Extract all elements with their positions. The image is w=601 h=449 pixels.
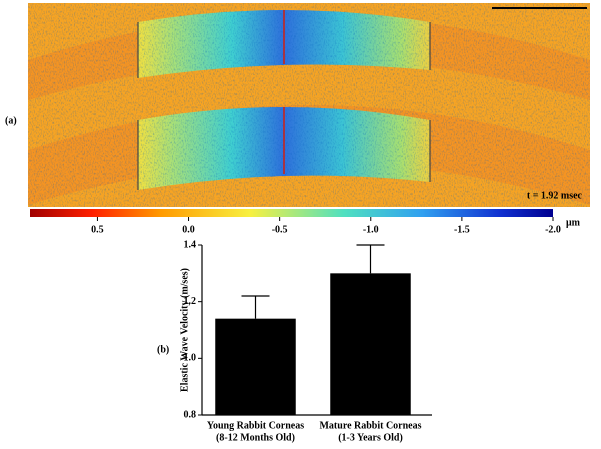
colorbar-unit: μm: [566, 217, 581, 228]
bar: [215, 318, 296, 415]
colorbar-tick-label: -1.0: [363, 224, 379, 235]
x-tick-label: Mature Rabbit Corneas: [319, 420, 421, 431]
y-tick-label: 1.2: [184, 296, 197, 307]
image-panel: [28, 3, 590, 207]
time-annotation: t = 1.92 msec: [527, 190, 583, 201]
colorbar: [30, 209, 553, 217]
colorbar-tick-label: -1.5: [454, 224, 470, 235]
colorbar-tick-label: -0.5: [272, 224, 288, 235]
y-tick-label: 0.8: [184, 409, 197, 420]
bar: [330, 273, 411, 415]
y-axis-label: Elastic Wave Velocity (m/ses): [179, 268, 190, 392]
x-tick-label: Young Rabbit Corneas: [207, 420, 304, 431]
y-tick-label: 1.4: [184, 239, 197, 250]
y-tick-label: 1.0: [184, 353, 197, 364]
panel-label: (b): [157, 344, 169, 355]
x-tick-sublabel: (1-3 Years Old): [338, 432, 403, 443]
colorbar-tick-label: -2.0: [545, 224, 561, 235]
panel-label: (a): [5, 115, 17, 126]
x-tick-sublabel: (8-12 Months Old): [216, 432, 295, 443]
colorbar-tick-label: 0.5: [91, 224, 104, 235]
colorbar-tick-label: 0.0: [182, 224, 195, 235]
